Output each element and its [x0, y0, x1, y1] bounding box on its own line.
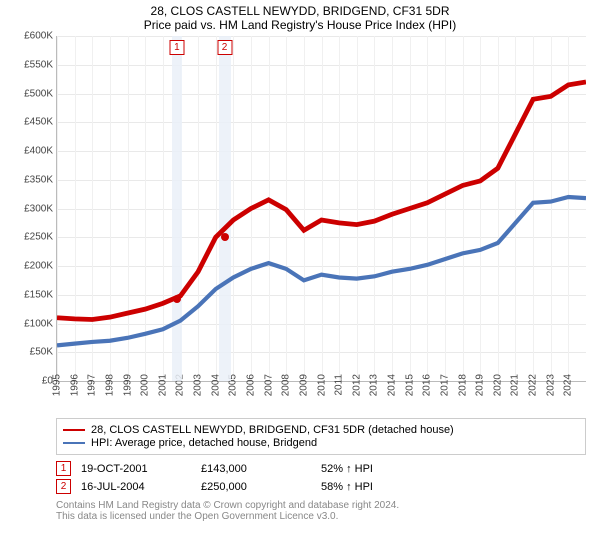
- footer: Contains HM Land Registry data © Crown c…: [56, 500, 586, 522]
- legend-item: 28, CLOS CASTELL NEWYDD, BRIDGEND, CF31 …: [63, 424, 579, 436]
- event-delta: 52% ↑ HPI: [321, 463, 373, 475]
- plot-region: £0£50K£100K£150K£200K£250K£300K£350K£400…: [56, 36, 586, 382]
- chart-marker-box: 2: [217, 40, 232, 55]
- legend-label: 28, CLOS CASTELL NEWYDD, BRIDGEND, CF31 …: [91, 424, 454, 436]
- legend-swatch: [63, 442, 85, 444]
- event-date: 16-JUL-2004: [81, 481, 191, 493]
- y-tick-label: £500K: [9, 88, 53, 99]
- chart-marker-dot: [221, 233, 229, 241]
- y-tick-label: £250K: [9, 232, 53, 243]
- event-row: 2 16-JUL-2004 £250,000 58% ↑ HPI: [56, 479, 586, 494]
- y-tick-label: £0: [9, 376, 53, 387]
- event-delta: 58% ↑ HPI: [321, 481, 373, 493]
- legend: 28, CLOS CASTELL NEWYDD, BRIDGEND, CF31 …: [56, 418, 586, 455]
- chart-area: £0£50K£100K£150K£200K£250K£300K£350K£400…: [56, 36, 586, 416]
- chart-marker-dot: [173, 295, 181, 303]
- series-line: [57, 82, 586, 319]
- footer-line: Contains HM Land Registry data © Crown c…: [56, 500, 586, 511]
- legend-item: HPI: Average price, detached house, Brid…: [63, 437, 579, 449]
- events-table: 1 19-OCT-2001 £143,000 52% ↑ HPI 2 16-JU…: [56, 461, 586, 494]
- y-tick-label: £550K: [9, 59, 53, 70]
- y-tick-label: £100K: [9, 318, 53, 329]
- event-date: 19-OCT-2001: [81, 463, 191, 475]
- event-row: 1 19-OCT-2001 £143,000 52% ↑ HPI: [56, 461, 586, 476]
- chart-title: 28, CLOS CASTELL NEWYDD, BRIDGEND, CF31 …: [8, 4, 592, 18]
- legend-label: HPI: Average price, detached house, Brid…: [91, 437, 317, 449]
- y-tick-label: £450K: [9, 117, 53, 128]
- y-tick-label: £400K: [9, 146, 53, 157]
- chart-marker-box: 1: [169, 40, 184, 55]
- y-tick-label: £350K: [9, 174, 53, 185]
- y-tick-label: £300K: [9, 203, 53, 214]
- event-marker-icon: 1: [56, 461, 71, 476]
- y-tick-label: £600K: [9, 31, 53, 42]
- legend-swatch: [63, 429, 85, 431]
- series-lines: [57, 36, 586, 381]
- event-price: £250,000: [201, 481, 311, 493]
- y-tick-label: £50K: [9, 347, 53, 358]
- event-marker-icon: 2: [56, 479, 71, 494]
- y-tick-label: £150K: [9, 289, 53, 300]
- y-tick-label: £200K: [9, 261, 53, 272]
- footer-line: This data is licensed under the Open Gov…: [56, 511, 586, 522]
- event-price: £143,000: [201, 463, 311, 475]
- chart-subtitle: Price paid vs. HM Land Registry's House …: [8, 18, 592, 32]
- chart-container: 28, CLOS CASTELL NEWYDD, BRIDGEND, CF31 …: [0, 0, 600, 560]
